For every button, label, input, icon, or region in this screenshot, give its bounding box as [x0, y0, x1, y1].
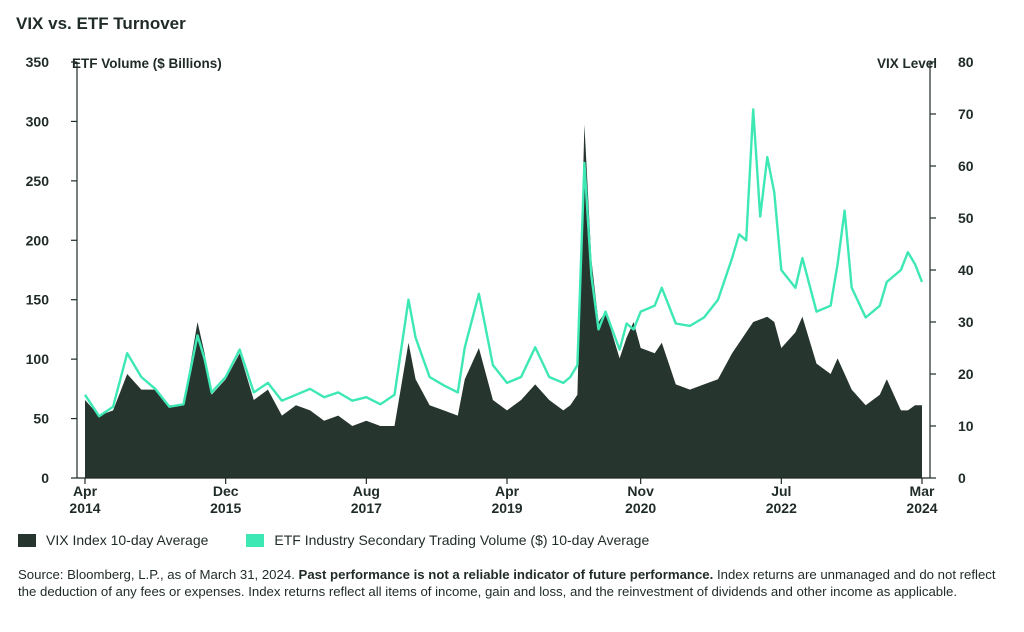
- source-prefix: Source: Bloomberg, L.P., as of March 31,…: [18, 567, 299, 582]
- x-tick-year: 2020: [625, 500, 656, 516]
- legend-item-etf: ETF Industry Secondary Trading Volume ($…: [246, 532, 649, 548]
- x-tick-year: 2019: [491, 500, 522, 516]
- x-tick-month: Dec: [213, 483, 239, 499]
- right-tick-label: 60: [958, 158, 974, 174]
- x-tick-month: Nov: [627, 483, 654, 499]
- right-tick-label: 10: [958, 418, 974, 434]
- x-tick-year: 2024: [906, 500, 937, 516]
- source-disclaimer: Past performance is not a reliable indic…: [298, 567, 714, 582]
- left-axis-title: ETF Volume ($ Billions): [72, 56, 222, 71]
- legend-label-etf: ETF Industry Secondary Trading Volume ($…: [274, 532, 650, 548]
- x-tick-month: Jul: [771, 483, 791, 499]
- x-tick-month: Aug: [353, 483, 380, 499]
- x-tick-month: Mar: [910, 483, 935, 499]
- left-tick-label: 150: [26, 292, 50, 308]
- chart-title: VIX vs. ETF Turnover: [16, 14, 186, 33]
- legend-label-vix: VIX Index 10-day Average: [46, 532, 209, 548]
- left-tick-label: 100: [26, 351, 50, 367]
- left-tick-label: 300: [26, 113, 50, 129]
- left-tick-label: 50: [33, 411, 49, 427]
- x-tick-year: 2017: [351, 500, 382, 516]
- x-tick-year: 2022: [766, 500, 797, 516]
- right-tick-label: 70: [958, 106, 974, 122]
- x-tick-month: Apr: [495, 483, 520, 499]
- source-suffix: Index returns are unmanaged and do not r…: [18, 567, 996, 599]
- right-axis-title: VIX Level: [877, 56, 937, 71]
- left-tick-label: 0: [41, 470, 49, 486]
- right-tick-label: 0: [958, 470, 966, 486]
- x-tick-year: 2014: [69, 500, 100, 516]
- etf-line-layer: [83, 108, 924, 418]
- left-tick-label: 350: [26, 54, 50, 70]
- legend-item-vix: VIX Index 10-day Average: [18, 532, 208, 548]
- vix-area-layer: [85, 124, 922, 479]
- x-tick-year: 2015: [210, 500, 241, 516]
- right-tick-label: 40: [958, 262, 974, 278]
- legend: VIX Index 10-day Average ETF Industry Se…: [18, 532, 687, 548]
- etf-line: [83, 108, 924, 418]
- right-tick-label: 30: [958, 314, 974, 330]
- right-tick-label: 20: [958, 366, 974, 382]
- legend-swatch-etf: [246, 533, 265, 547]
- right-tick-label: 50: [958, 210, 974, 226]
- chart-svg: 0 50 100 150 200 250 300 350 0 10 20 30 40 50 60 70 80 Ap…: [26, 54, 974, 516]
- source-note: Source: Bloomberg, L.P., as of March 31,…: [18, 566, 1008, 600]
- axes-layer: 0 50 100 150 200 250 300 350 0 10 20 30 40 50 60 70 80 Ap…: [26, 54, 974, 516]
- vix-area: [85, 124, 922, 479]
- right-tick-label: 80: [958, 54, 974, 70]
- x-tick-month: Apr: [73, 483, 98, 499]
- left-tick-label: 200: [26, 232, 50, 248]
- legend-swatch-vix: [18, 533, 36, 547]
- left-tick-label: 250: [26, 173, 50, 189]
